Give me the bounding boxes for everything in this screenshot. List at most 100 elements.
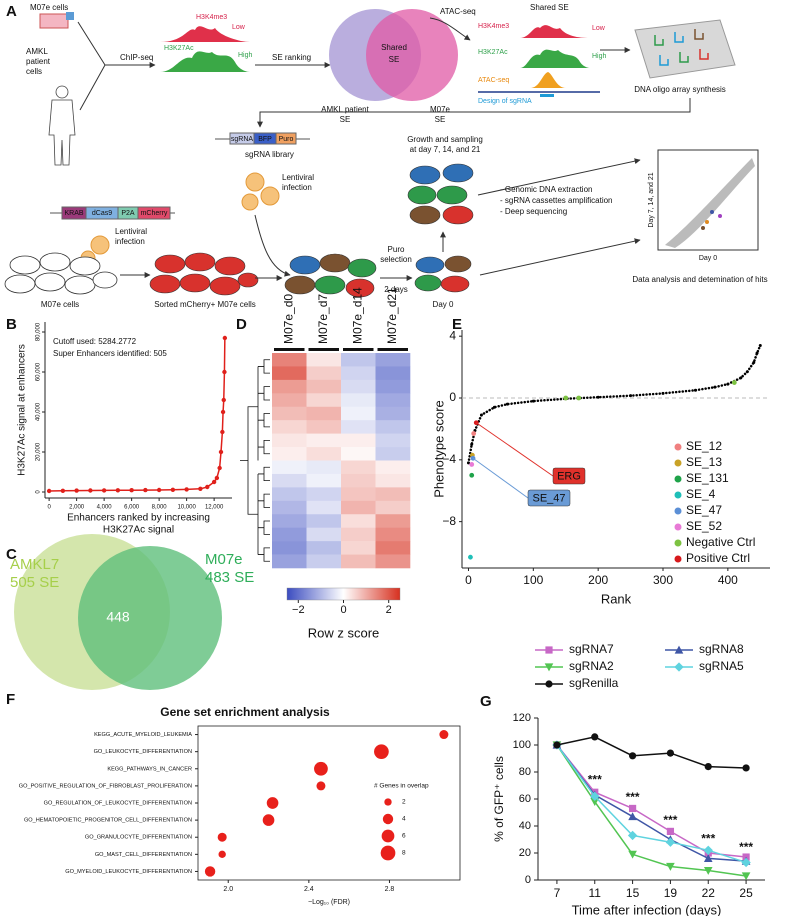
x-tick-label: 2.4 xyxy=(304,886,314,893)
marker xyxy=(222,335,228,341)
colorbar-tick-label: 0 xyxy=(340,604,346,616)
track-label: High xyxy=(592,53,607,60)
marker xyxy=(222,369,227,375)
x-tick-label: 400 xyxy=(718,573,738,587)
marker xyxy=(220,429,225,435)
heat-cell xyxy=(272,514,307,528)
legend-label: SE_47 xyxy=(686,503,722,517)
y-tick-label: GO_MAST_CELL_DIFFERENTIATION xyxy=(95,852,192,858)
label: Sorted mCherry+ M07e cells xyxy=(154,300,256,309)
label: Shared xyxy=(381,43,407,52)
label: M07e cells xyxy=(41,300,79,309)
venn-circle xyxy=(78,546,222,690)
label: DNA oligo array synthesis xyxy=(634,85,726,94)
plot-frame xyxy=(197,725,461,881)
peak xyxy=(520,49,590,68)
panel-label: D xyxy=(236,316,247,333)
x-axis-label: −Log₁₀ (FDR) xyxy=(308,899,350,906)
series-line xyxy=(556,744,747,862)
marker xyxy=(544,663,554,672)
heat-cell xyxy=(375,447,411,461)
marker xyxy=(742,764,750,772)
y-tick-label: KEGG_PATHWAYS_IN_CANCER xyxy=(107,766,192,772)
x-tick-label: 19 xyxy=(664,886,678,900)
legend-label: Negative Ctrl xyxy=(686,535,755,549)
column-bar xyxy=(308,348,339,351)
marker xyxy=(703,866,713,875)
heat-cell xyxy=(272,487,307,502)
track-label: ATAC-seq xyxy=(478,77,509,84)
size-legend-title: # Genes in overlap xyxy=(374,783,429,790)
series-line xyxy=(556,744,747,864)
marker xyxy=(220,409,226,415)
marker xyxy=(703,845,713,855)
heat-cell xyxy=(272,527,307,542)
y-tick-label: GO_POSITIVE_REGULATION_OF_FIBROBLAST_PRO… xyxy=(19,783,192,789)
heat-cell xyxy=(272,406,307,421)
axis-label: Day 7, 14, and 21 xyxy=(648,172,655,227)
mini-cloud xyxy=(665,158,755,248)
panel-label: B xyxy=(6,316,17,333)
marker xyxy=(596,395,600,399)
step: - Deep sequencing xyxy=(500,207,567,216)
mini-plot xyxy=(657,149,759,251)
heat-cell xyxy=(375,393,411,408)
part-label: mCherry xyxy=(141,210,168,217)
heat-cell xyxy=(375,487,411,502)
legend-label: SE_4 xyxy=(686,487,716,501)
arrow xyxy=(479,238,641,276)
y-tick-label: KEGG_ACUTE_MYELOID_LEUKEMIA xyxy=(94,732,192,738)
track-label: High xyxy=(238,52,253,59)
marker xyxy=(469,472,475,478)
series-line xyxy=(556,736,747,769)
part-label: P2A xyxy=(121,210,135,217)
heat-cell xyxy=(341,379,376,394)
marker xyxy=(628,850,637,859)
heat-cell xyxy=(341,473,376,488)
dot xyxy=(266,797,279,809)
heat-cell xyxy=(306,433,342,448)
heat-cell xyxy=(375,541,411,555)
callout-label: ERG xyxy=(557,470,581,482)
dot xyxy=(439,730,449,740)
heat-cell xyxy=(306,353,342,367)
heat-cell xyxy=(375,527,411,542)
marker xyxy=(674,645,684,654)
arrow xyxy=(254,214,291,277)
heat-cell xyxy=(306,406,342,421)
heat-cell xyxy=(272,447,307,461)
track-label: H3K27Ac xyxy=(478,49,508,56)
marker xyxy=(211,479,217,485)
track-label: H3K4me3 xyxy=(196,14,227,21)
legend-swatch xyxy=(674,507,682,515)
heat-cell xyxy=(272,433,307,448)
colorbar-tick-label: 2 xyxy=(386,604,392,616)
marker xyxy=(665,837,676,847)
significance: *** xyxy=(663,813,677,827)
peak xyxy=(530,72,566,88)
marker xyxy=(741,857,751,868)
marker xyxy=(545,680,553,688)
y-tick-label: GO_GRANULOCYTE_DIFFERENTIATION xyxy=(85,835,192,841)
construct-part xyxy=(137,206,171,220)
marker xyxy=(758,343,762,347)
y-tick-label: 80,000 xyxy=(36,322,42,341)
curve xyxy=(49,337,226,492)
label: SE xyxy=(340,115,351,124)
marker xyxy=(713,385,717,389)
legend-swatch xyxy=(674,443,682,451)
peak xyxy=(160,26,250,42)
marker xyxy=(661,391,665,395)
marker xyxy=(60,488,66,493)
colorbar-tick-label: −2 xyxy=(292,604,305,616)
y-axis-label: H3K27Ac signal at enhancers xyxy=(17,344,28,476)
cells-red xyxy=(149,252,259,296)
size-legend-label: 4 xyxy=(402,816,406,823)
x-tick-label: 2.8 xyxy=(385,886,395,893)
marker xyxy=(214,475,220,481)
dot xyxy=(217,832,227,842)
arrow xyxy=(477,158,641,196)
heat-cell xyxy=(375,514,411,528)
callout-line xyxy=(475,422,554,477)
x-axis-label: H3K27Ac signal xyxy=(103,525,174,536)
